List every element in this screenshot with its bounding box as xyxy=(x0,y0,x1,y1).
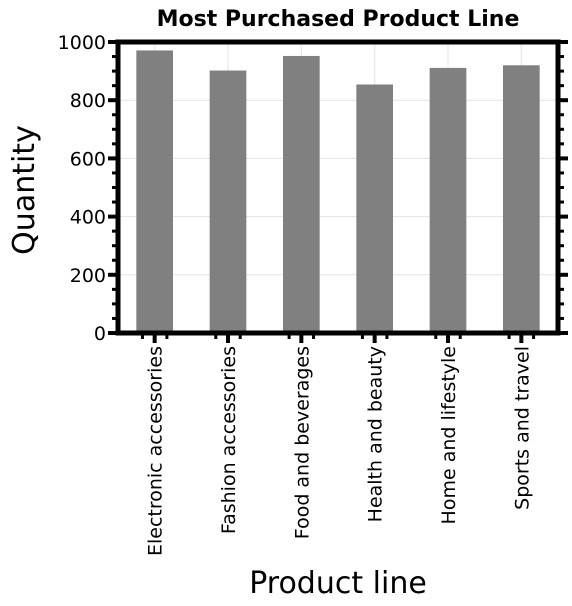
x-tick-label: Food and beverages xyxy=(291,346,313,539)
bar xyxy=(136,50,173,334)
bar xyxy=(356,84,393,334)
x-tick-label: Home and lifestyle xyxy=(438,346,460,524)
x-axis-ticks: Electronic accessories Fashion accessorie… xyxy=(140,333,536,556)
y-tick-label: 400 xyxy=(70,207,106,229)
bar xyxy=(283,55,320,334)
bars xyxy=(136,50,540,334)
y-axis-ticks: 0 200 400 600 800 1000 xyxy=(58,32,568,345)
y-tick-label: 800 xyxy=(70,90,106,112)
bar xyxy=(503,65,540,333)
x-axis-label: Product line xyxy=(249,566,427,601)
x-tick-label: Fashion accessories xyxy=(218,346,240,534)
grid-lines xyxy=(118,41,558,334)
bar xyxy=(209,70,247,333)
x-tick-label: Sports and travel xyxy=(511,346,533,510)
plot-frame xyxy=(115,39,561,336)
x-tick-label: Health and beauty xyxy=(365,346,387,522)
y-tick-label: 600 xyxy=(70,148,106,170)
y-tick-label: 0 xyxy=(94,323,106,345)
chart-title: Most Purchased Product Line xyxy=(157,7,520,32)
y-axis-label: Quantity xyxy=(7,125,42,255)
x-tick-label: Electronic accessories xyxy=(145,346,167,556)
y-tick-label: 200 xyxy=(70,265,106,287)
y-tick-label: 1000 xyxy=(58,32,106,54)
bar xyxy=(429,67,467,334)
